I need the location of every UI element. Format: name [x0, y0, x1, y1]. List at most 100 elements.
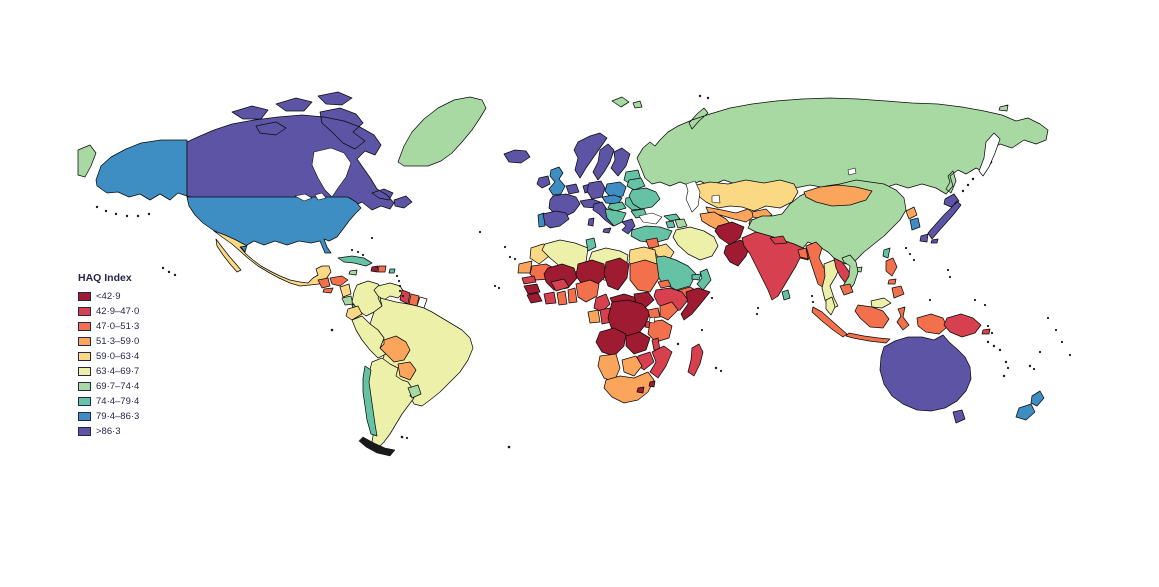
- country-puerto-rico: [388, 268, 396, 274]
- country-honduras: [329, 275, 349, 287]
- country-bolivia: [379, 335, 411, 363]
- legend-item: >86·3: [78, 424, 139, 439]
- country-greece: [621, 218, 636, 235]
- caspian-sea: [685, 180, 701, 213]
- legend-swatch: [78, 292, 91, 301]
- country-el-salvador: [322, 287, 334, 294]
- kamchatka-peninsula: [978, 132, 1001, 177]
- legend-swatch: [78, 397, 91, 406]
- country-nigeria: [575, 279, 600, 303]
- country-eritrea: [657, 279, 672, 289]
- map-layer-asia: [611, 96, 1049, 348]
- country-pakistan: [723, 239, 751, 267]
- country-venezuela: [373, 282, 405, 301]
- country-ukraine: [628, 187, 661, 210]
- map-layer-americas: [77, 91, 531, 449]
- country-canada: [186, 91, 413, 211]
- map-layer-africa: [517, 237, 711, 404]
- country-south-africa: [603, 371, 655, 404]
- country-jamaica: [348, 269, 358, 276]
- country-georgia: [663, 213, 681, 222]
- country-guinea: [523, 283, 541, 295]
- country-madagascar: [687, 343, 704, 377]
- country-south-korea: [909, 217, 921, 231]
- country-bangladesh: [797, 247, 809, 260]
- aral-sea: [711, 194, 721, 204]
- country-poland: [604, 181, 627, 199]
- lake-baikal: [847, 167, 857, 176]
- legend-item: 69·7–74·4: [78, 379, 139, 394]
- country-azerbaijan: [674, 218, 688, 229]
- country-hungary: [607, 201, 627, 212]
- country-uae: [691, 273, 702, 281]
- country-sierra-leone-liberia: [526, 292, 543, 304]
- legend-swatch: [78, 337, 91, 346]
- country-united-states: [186, 196, 362, 254]
- legend-swatch: [78, 322, 91, 331]
- country-niger: [575, 259, 607, 287]
- country-cameroon: [593, 293, 611, 313]
- country-sudan: [629, 259, 660, 293]
- legend-item: 74·4–79·4: [78, 394, 139, 409]
- legend-item: <42·9: [78, 289, 139, 304]
- country-western-balkans: [604, 208, 627, 227]
- country-russia-chukotka-sliver: [77, 144, 97, 178]
- country-north-korea: [905, 206, 918, 220]
- country-zambia: [625, 331, 651, 355]
- country-kenya: [659, 301, 679, 321]
- country-germany: [586, 180, 606, 200]
- country-uruguay: [407, 384, 422, 399]
- island-specks: [95, 94, 1072, 457]
- country-armenia: [665, 220, 676, 229]
- legend-label: 47·0–51·3: [96, 321, 140, 332]
- country-mongolia: [803, 184, 873, 207]
- country-chad: [603, 257, 630, 291]
- country-sweden: [592, 143, 615, 181]
- country-guatemala: [317, 277, 331, 289]
- legend-item: 42·9–47·0: [78, 304, 139, 319]
- black-sea: [638, 212, 663, 225]
- country-taiwan: [882, 247, 891, 259]
- country-kazakhstan: [691, 179, 799, 212]
- country-togo-benin: [567, 287, 578, 304]
- country-dominican-republic: [377, 265, 387, 273]
- country-costa-rica: [341, 295, 354, 306]
- legend-label: 51·3–59·0: [96, 336, 140, 347]
- country-dem-rep-congo: [607, 299, 651, 339]
- country-iran: [672, 226, 719, 261]
- country-burkina-faso: [550, 278, 570, 292]
- country-philippines: [885, 257, 905, 299]
- country-japan: [919, 193, 962, 244]
- legend-label: 79·4–86·3: [96, 411, 140, 422]
- country-russia: [611, 96, 1049, 195]
- country-tunisia: [585, 237, 597, 252]
- legend-label: 59·0–63·4: [96, 351, 140, 362]
- country-spain: [542, 210, 570, 229]
- country-turkey: [630, 225, 673, 244]
- legend-label: <42·9: [96, 291, 121, 302]
- country-benelux: [565, 183, 580, 195]
- hudson-bay: [311, 147, 352, 198]
- country-somalia: [680, 287, 711, 321]
- legend-item: 47·0–51·3: [78, 319, 139, 334]
- country-senegal: [521, 275, 537, 285]
- country-ireland: [536, 175, 551, 189]
- legend-label: >86·3: [96, 426, 121, 437]
- country-sri-lanka: [781, 289, 791, 301]
- legend-swatch: [78, 307, 91, 316]
- country-united-kingdom: [548, 166, 566, 196]
- country-tanzania: [647, 319, 673, 343]
- country-greenland: [397, 96, 487, 167]
- country-papua-new-guinea: [943, 313, 991, 338]
- country-lesotho: [636, 386, 645, 394]
- country-uganda: [647, 307, 661, 319]
- country-mozambique: [649, 345, 673, 379]
- haq-legend: HAQ Index <42·9 42·9–47·0 47·0–51·3 51·3…: [78, 272, 139, 439]
- legend-item: 79·4–86·3: [78, 409, 139, 424]
- country-ecuador: [345, 305, 363, 321]
- country-paraguay: [397, 361, 417, 381]
- legend-label: 42·9–47·0: [96, 306, 140, 317]
- country-malaysia: [825, 296, 892, 316]
- country-angola: [595, 327, 627, 357]
- country-cote-divoire: [543, 291, 557, 305]
